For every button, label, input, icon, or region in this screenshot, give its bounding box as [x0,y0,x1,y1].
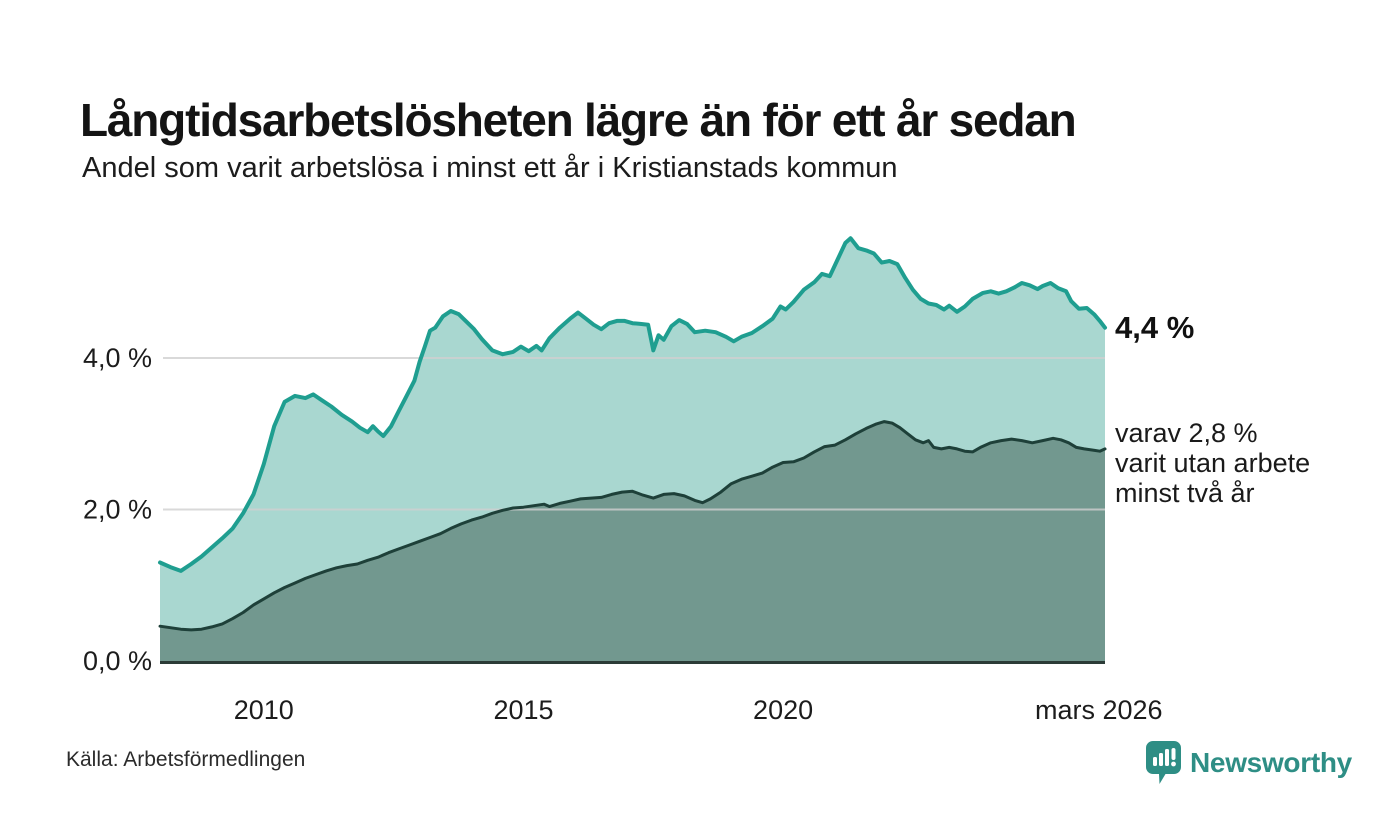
series-line-two-year [158,420,1107,632]
x-tick-label-2015: 2015 [493,695,553,725]
x-tick-label-mars-2026: mars 2026 [1035,695,1163,725]
source-credit: Källa: Arbetsförmedlingen [66,748,306,771]
y-tick-label-4: 4,0 % [83,343,152,373]
series-line-total [158,236,1107,573]
annotation-line-3: minst två år [1115,477,1255,508]
newsworthy-logo-text: Newsworthy [1190,747,1352,778]
series-two-year-annotation: varav 2,8 % varit utan arbete minst två … [1115,418,1310,508]
annotation-line-1: varav 2,8 % [1115,417,1258,448]
y-tick-label-0: 0,0 % [83,646,152,676]
x-tick-label-2010: 2010 [234,695,294,725]
series-total-end-value-label: 4,4 % [1115,309,1195,345]
chart-subtitle: Andel som varit arbetslösa i minst ett å… [82,152,898,184]
newsworthy-brand: Newsworthy [1146,741,1352,785]
series-area-two-year [160,421,1105,661]
newsworthy-logo-icon [1146,741,1181,784]
chart-title: Långtidsarbetslösheten lägre än för ett … [80,93,1077,146]
annotation-line-2: varit utan arbete [1115,447,1311,478]
x-tick-label-2020: 2020 [753,695,813,725]
y-tick-label-2: 2,0 % [83,495,152,525]
